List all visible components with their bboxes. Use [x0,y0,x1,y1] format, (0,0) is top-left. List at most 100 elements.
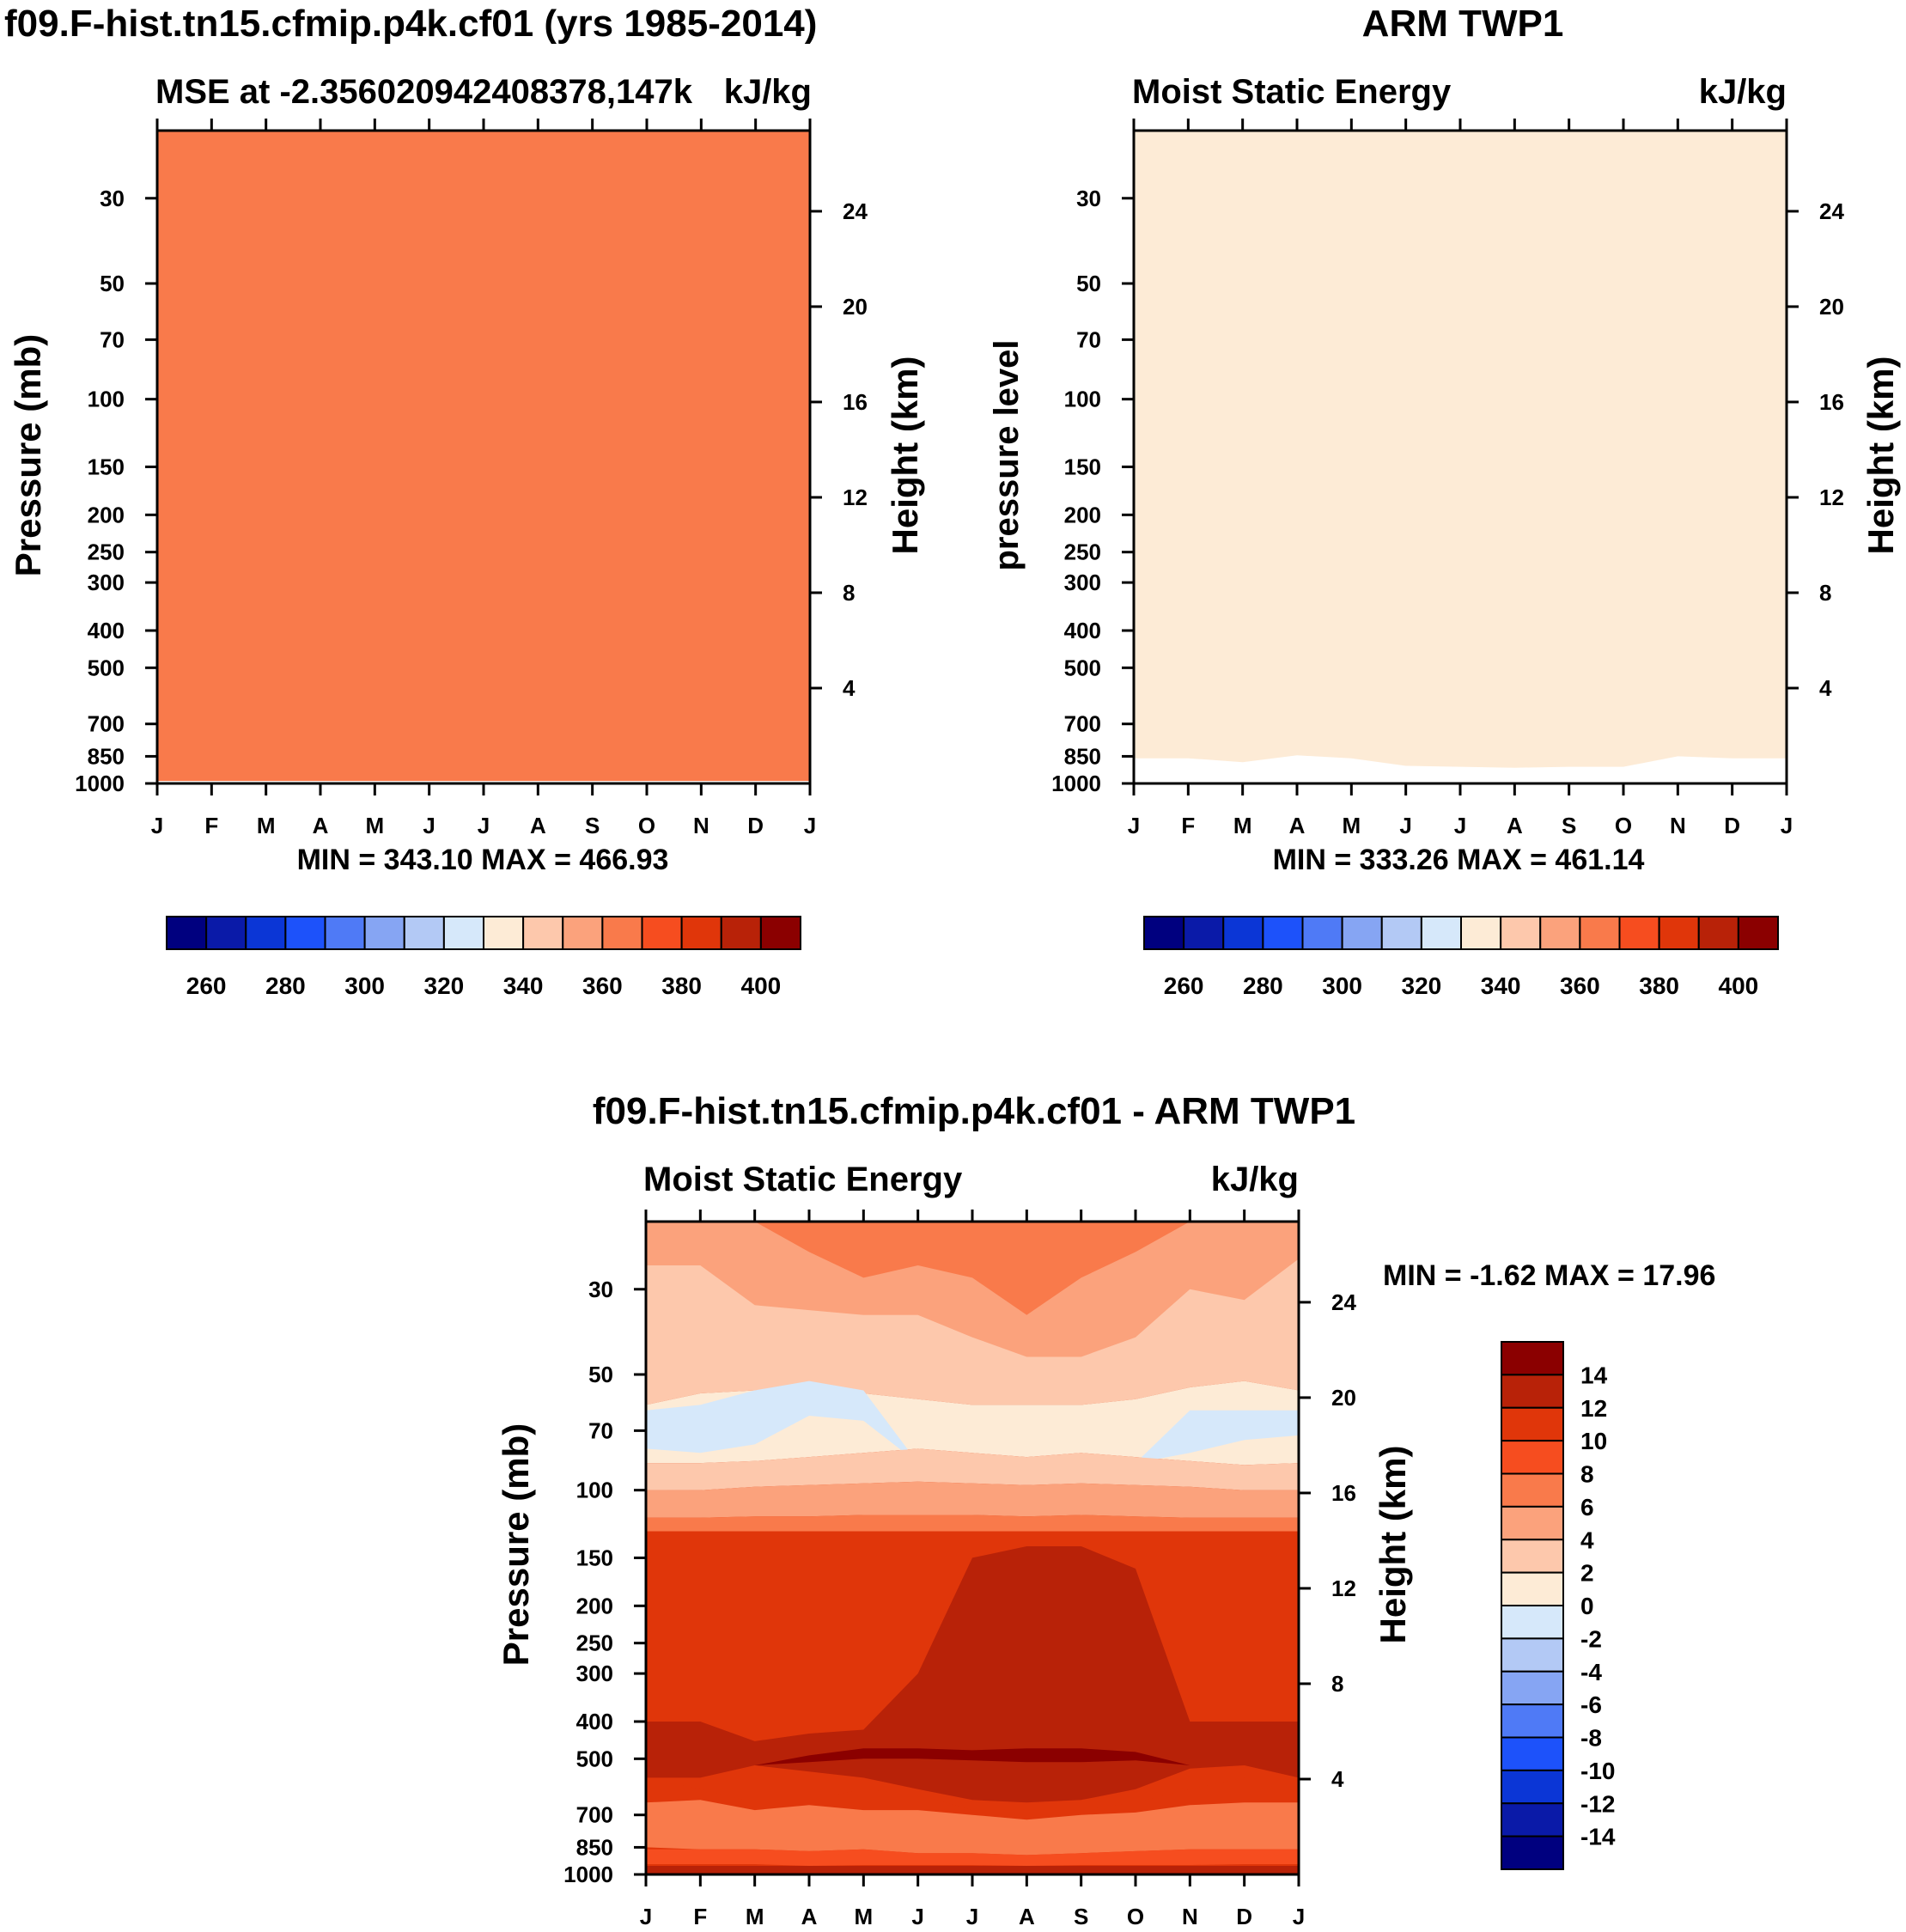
colorbar-box [680,916,722,950]
colorbar-label: 360 [1560,972,1600,999]
contour-band-8 [157,131,810,782]
colorbar-label: 12 [1580,1395,1607,1422]
colorbar-box [1579,916,1621,950]
colorbar-box [1183,916,1225,950]
y-tick-label: 300 [576,1661,613,1686]
y2-tick-label: 12 [1819,485,1844,510]
colorbar-box [363,916,405,950]
y-tick-label: 50 [1076,271,1101,296]
y-tick-label: 1000 [75,771,125,796]
panel1-colorbar: 260 280 300 320 340 360 380 400 [166,916,801,999]
y-tick-label: 700 [1064,711,1101,737]
colorbar-label: 340 [1481,972,1521,999]
y2-tick-label: 24 [843,198,868,224]
y-tick-label: 200 [1064,502,1101,527]
colorbar-box [1501,1703,1564,1739]
colorbar-label: 280 [265,972,306,999]
x-tick-label: N [1670,813,1686,838]
colorbar-label: -10 [1580,1758,1615,1784]
panel2-right-subtitle: kJ/kg [1699,73,1787,111]
y-tick-label: 150 [88,454,125,479]
y-tick-label: 150 [576,1545,613,1570]
x-tick-label: J [911,1904,923,1929]
x-tick-label: F [1181,813,1195,838]
y2-tick-label: 16 [1331,1480,1356,1506]
y2-tick-label: 4 [1819,675,1832,701]
y2-tick-label: 24 [1819,198,1844,224]
diff-band-zero-minus [646,1380,1299,1464]
y-tick-label: 300 [1064,570,1101,595]
panel3-right-subtitle: kJ/kg [1211,1161,1299,1198]
panel2-main-title: ARM TWP1 [1362,3,1564,45]
diff-band-lower-orange [646,1800,1299,1856]
panel3-axes: J F M A M J J A S O N D J 30 50 70 100 150 200 250 300 400 500… [563,1210,1356,1929]
colorbar-box [205,916,247,950]
colorbar-box [1143,916,1185,950]
y-tick-label: 70 [100,326,125,352]
colorbar-box [284,916,326,950]
x-tick-label: D [1724,813,1740,838]
colorbar-label: 320 [424,972,465,999]
panel2-ylabel-right: Height (km) [1860,357,1901,555]
diff-band-darkred [646,1546,1299,1803]
y-tick-label: 100 [1064,387,1101,412]
diff-band-max [646,1748,1299,1765]
y-tick-label: 500 [88,655,125,680]
panel2-left-subtitle: Moist Static Energy [1132,73,1452,111]
colorbar-box [1341,916,1383,950]
x-tick-label: M [1233,813,1252,838]
x-tick-label: J [1128,813,1140,838]
x-tick-label: J [1454,813,1466,838]
panel3-ylabel-right: Height (km) [1373,1446,1413,1644]
panel2-stats: MIN = 333.26 MAX = 461.14 [1273,844,1645,876]
x-tick-label: A [801,1904,818,1929]
colorbar-label: 380 [661,972,702,999]
colorbar-label: 300 [1322,972,1362,999]
colorbar-label: 4 [1580,1527,1594,1553]
panel3-stats: MIN = -1.62 MAX = 17.96 [1383,1259,1715,1292]
y2-tick-label: 4 [843,675,856,701]
x-tick-label: A [1289,813,1306,838]
colorbar-box [1501,1802,1564,1838]
x-tick-label: M [1342,813,1361,838]
colorbar-label: -8 [1580,1725,1602,1752]
x-tick-label: D [747,813,764,838]
diff-band-upper-mid [646,1222,1299,1357]
panel3-contour-fill [646,1222,1299,1874]
y-tick-label: 850 [576,1834,613,1860]
colorbar-box [1697,916,1739,950]
y-tick-label: 700 [88,711,125,737]
y2-tick-label: 4 [1331,1766,1344,1792]
panel3-main-title: f09.F-hist.tn15.cfmip.p4k.cf01 - ARM TWP… [593,1090,1355,1132]
y2-tick-label: 20 [843,294,868,320]
colorbar-label: 380 [1639,972,1679,999]
colorbar-label: -12 [1580,1790,1615,1817]
y-tick-label: 50 [588,1362,613,1387]
y-tick-label: 400 [1064,618,1101,643]
panel2-colorbar: 260 280 300 320 340 360 380 400 [1143,916,1779,999]
x-tick-label: J [804,813,816,838]
y2-tick-label: 24 [1331,1289,1356,1315]
x-tick-label: N [693,813,709,838]
panel1-left-subtitle: MSE at -2.356020942408378,147k [155,73,693,111]
contour-band-7 [1134,131,1787,768]
y-tick-label: 50 [100,271,125,296]
colorbar-box [1501,1539,1564,1574]
panel2-ylabel: pressure level [988,339,1026,570]
x-tick-label: M [746,1904,764,1929]
x-tick-label: N [1182,1904,1198,1929]
x-tick-label: D [1236,1904,1252,1929]
panel2-contour-fill [1134,131,1787,768]
x-tick-label: J [423,813,435,838]
colorbar-box [1737,916,1779,950]
y-tick-label: 100 [576,1478,613,1503]
panel1-ylabel-right: Height (km) [885,357,925,555]
x-tick-label: J [640,1904,652,1929]
colorbar-box [1501,1670,1564,1706]
colorbar-box [1222,916,1264,950]
x-tick-label: J [1781,813,1793,838]
colorbar-box [1501,1736,1564,1771]
y-tick-label: 1000 [1051,771,1101,796]
x-tick-label: S [1074,1904,1088,1929]
x-tick-label: F [693,1904,707,1929]
